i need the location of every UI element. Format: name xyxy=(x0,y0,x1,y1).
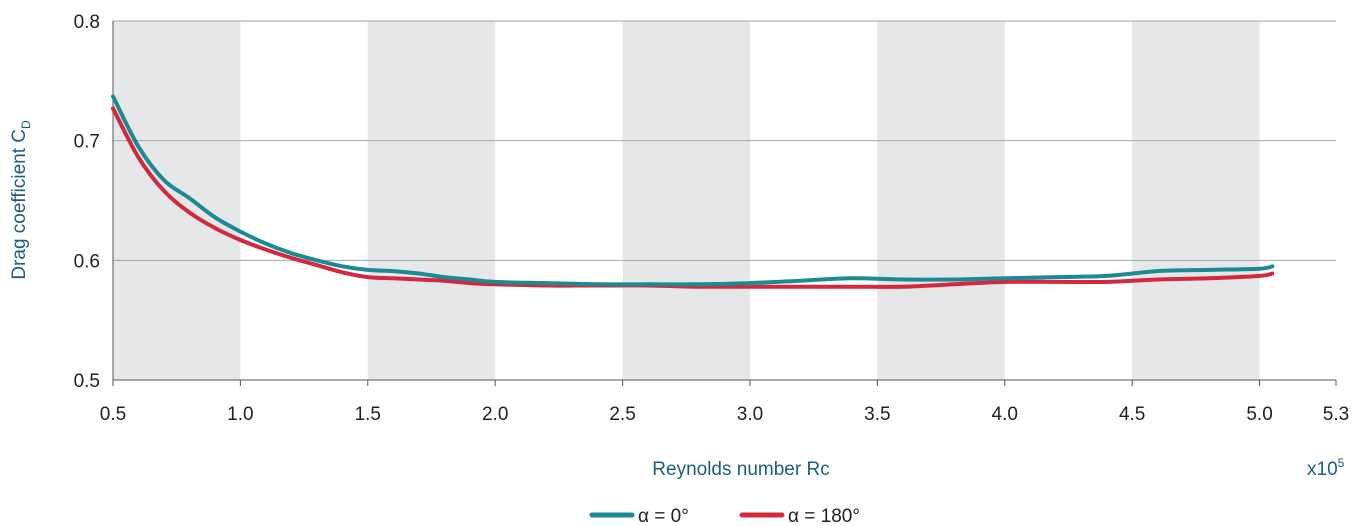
series-line-alpha-0 xyxy=(111,94,1275,287)
x-axis-multiplier: x105 xyxy=(1307,456,1345,480)
y-axis-title-subscript: D xyxy=(19,120,33,129)
y-tick-label: 0.7 xyxy=(74,132,100,153)
x-tick-label: 5.3 xyxy=(1323,404,1349,425)
axes xyxy=(112,21,1337,386)
shaded-band xyxy=(367,21,496,380)
x-axis-multiplier-exponent: 5 xyxy=(1338,456,1345,470)
legend-label-alpha-0: α = 0° xyxy=(638,506,689,526)
y-tick-label: 0.8 xyxy=(74,12,100,33)
x-tick-label: 2.0 xyxy=(482,404,508,425)
shaded-band xyxy=(622,21,750,380)
x-tick-label: 1.0 xyxy=(227,404,253,425)
x-tick-label: 3.5 xyxy=(864,404,890,425)
x-tick-label: 4.5 xyxy=(1119,404,1145,425)
x-axis-multiplier-base: x10 xyxy=(1307,459,1338,480)
series-lines xyxy=(111,94,1275,289)
y-tick-label: 0.6 xyxy=(74,251,100,272)
x-tick-label: 1.5 xyxy=(355,404,381,425)
y-tick-labels: 0.5 0.6 0.7 0.8 xyxy=(74,12,100,392)
x-axis-title: Reynolds number Rc xyxy=(652,459,829,480)
x-tick-label: 3.0 xyxy=(737,404,763,425)
x-tick-label: 4.0 xyxy=(992,404,1018,425)
legend: α = 0° α = 180° xyxy=(589,506,860,526)
y-tick-label: 0.5 xyxy=(74,371,100,392)
x-tick-labels: 0.5 1.0 1.5 2.0 2.5 3.0 3.5 4.0 4.5 5.0 5.3 xyxy=(100,404,1349,425)
shaded-band xyxy=(1132,21,1260,380)
y-axis-title: Drag coefficient CD xyxy=(9,120,33,280)
shaded-band xyxy=(877,21,1005,380)
x-tick-label: 2.5 xyxy=(609,404,635,425)
series-line-alpha-180 xyxy=(111,106,1275,289)
shaded-bands xyxy=(113,21,1260,380)
x-tick-label: 0.5 xyxy=(100,404,126,425)
legend-label-alpha-180: α = 180° xyxy=(788,506,860,526)
y-axis-title-main: Drag coefficient C xyxy=(9,129,30,280)
x-tick-label: 5.0 xyxy=(1246,404,1272,425)
